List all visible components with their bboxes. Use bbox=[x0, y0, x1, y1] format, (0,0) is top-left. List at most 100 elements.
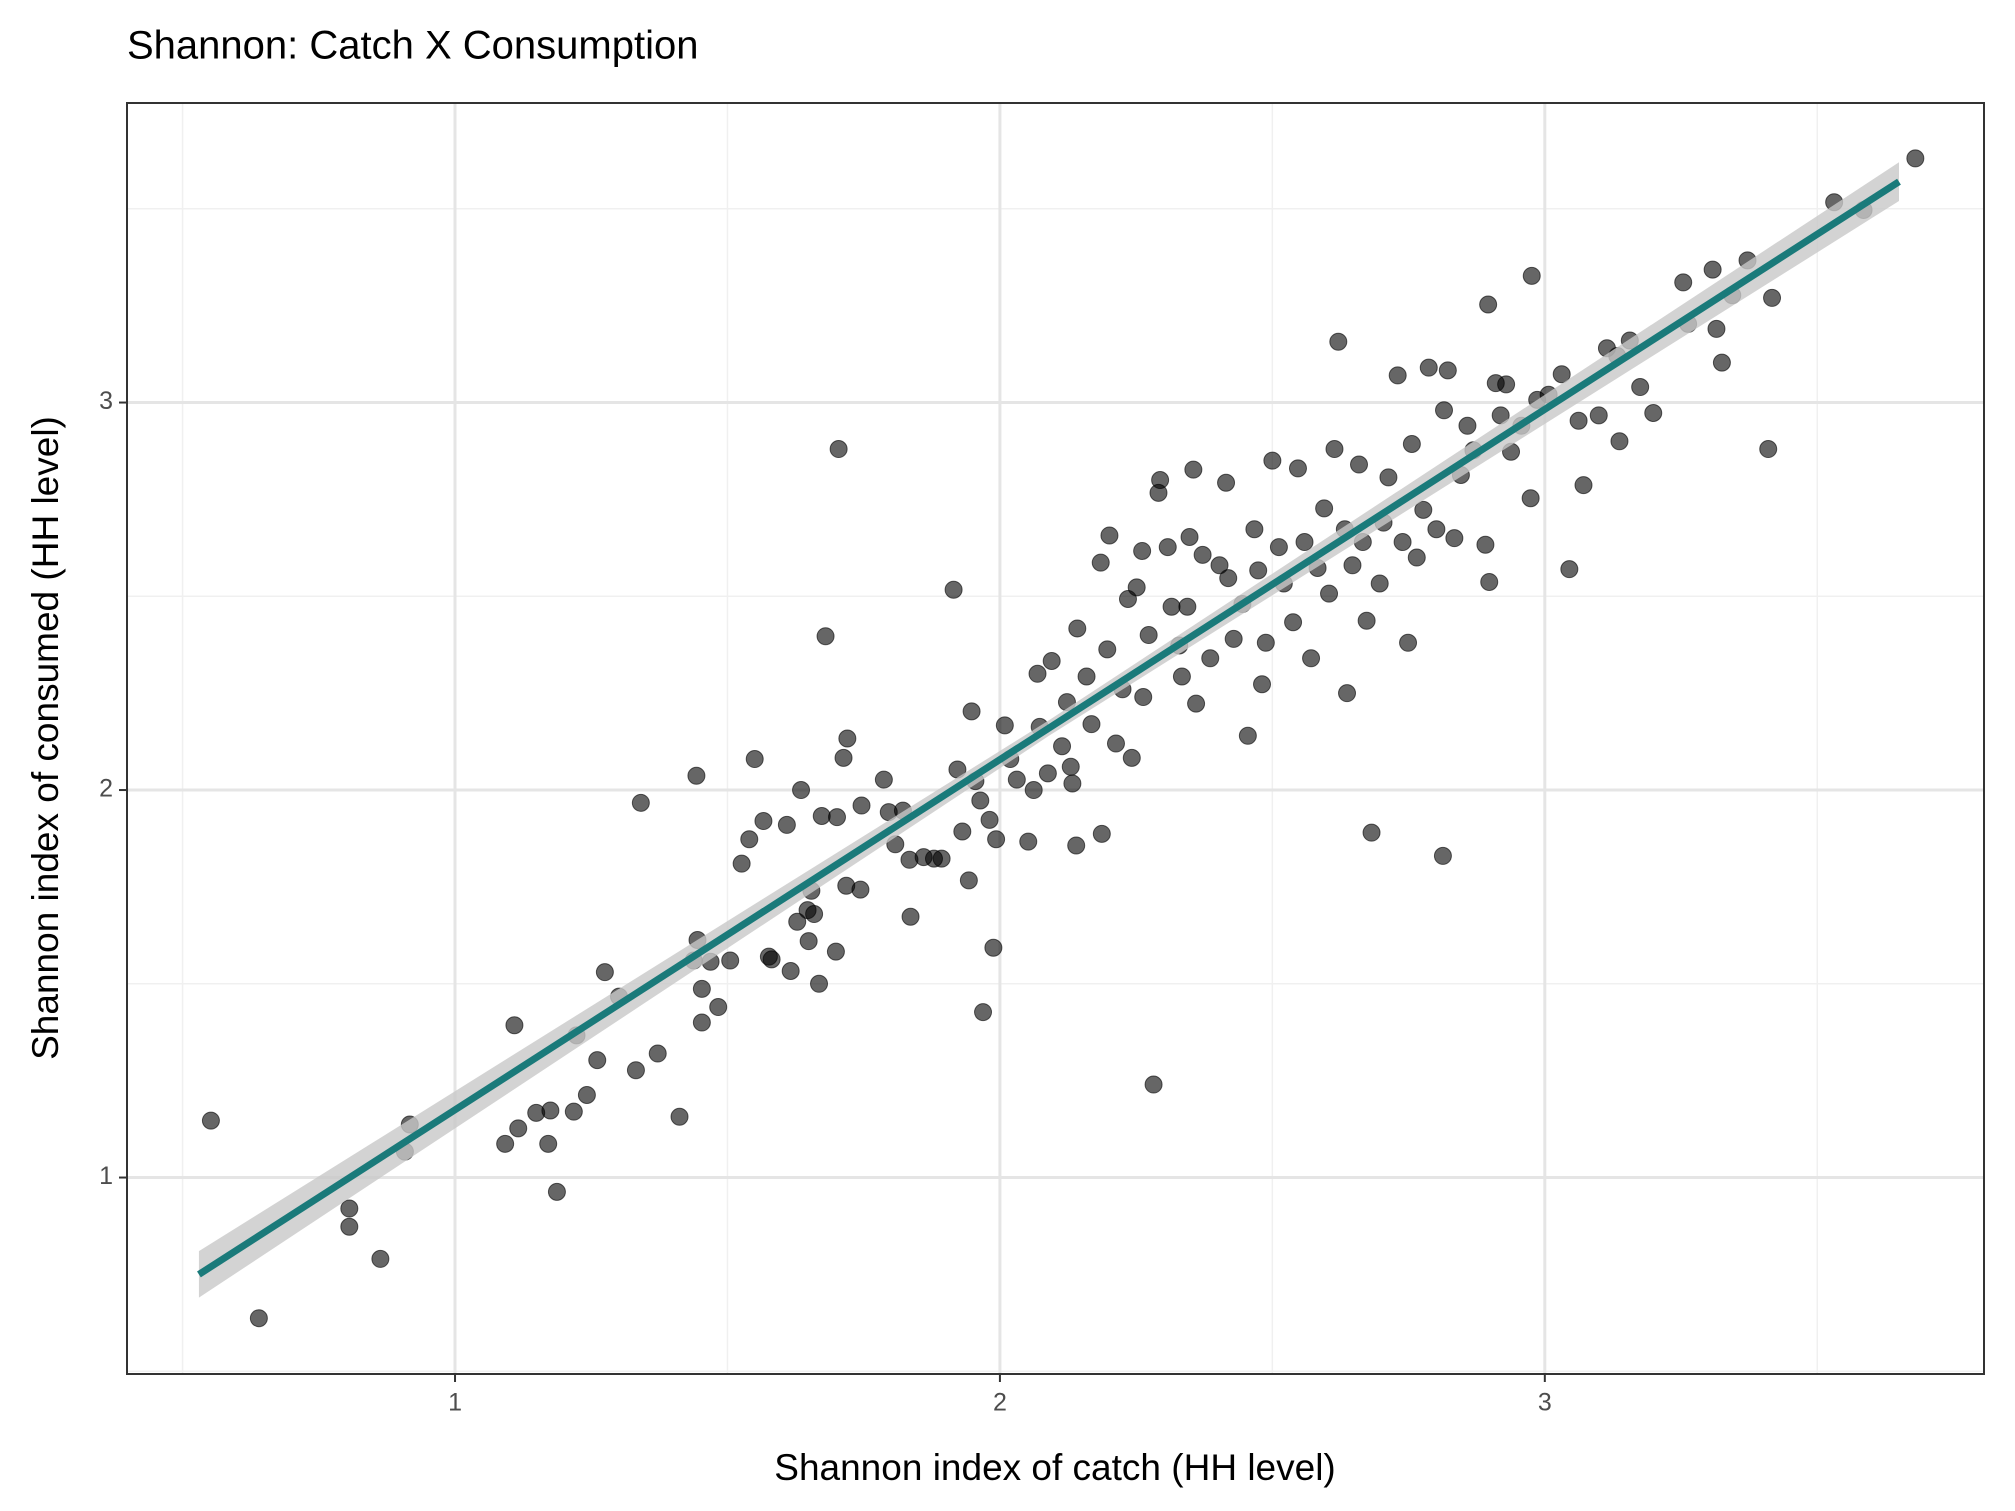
point bbox=[1370, 574, 1389, 593]
point bbox=[1759, 440, 1778, 459]
point bbox=[539, 1134, 558, 1153]
point bbox=[810, 974, 829, 993]
point bbox=[1201, 649, 1220, 668]
point bbox=[201, 1111, 220, 1130]
point bbox=[1763, 288, 1782, 307]
point bbox=[740, 830, 759, 849]
y-tick-label: 2 bbox=[99, 775, 113, 803]
x-tick-label: 1 bbox=[448, 1389, 462, 1417]
x-tick-label: 3 bbox=[1538, 1389, 1552, 1417]
point bbox=[709, 998, 728, 1017]
point bbox=[1414, 500, 1433, 519]
point bbox=[1315, 499, 1334, 518]
point bbox=[1180, 528, 1199, 546]
point bbox=[781, 962, 800, 980]
point bbox=[371, 1249, 390, 1268]
point bbox=[1343, 556, 1362, 575]
point bbox=[1712, 353, 1731, 372]
point bbox=[805, 905, 824, 924]
point bbox=[732, 854, 751, 873]
point bbox=[340, 1199, 359, 1218]
chart-title: Shannon: Catch X Consumption bbox=[127, 24, 698, 68]
point bbox=[1068, 619, 1087, 638]
point bbox=[788, 912, 807, 931]
point bbox=[1224, 629, 1243, 648]
point bbox=[829, 440, 848, 459]
point bbox=[1497, 375, 1516, 394]
point bbox=[249, 1309, 268, 1328]
point bbox=[1053, 737, 1072, 756]
point bbox=[1178, 597, 1197, 616]
point bbox=[827, 808, 846, 827]
point bbox=[777, 815, 796, 834]
point bbox=[838, 729, 857, 748]
point bbox=[980, 810, 999, 829]
point bbox=[1574, 476, 1593, 495]
point bbox=[851, 880, 870, 899]
point bbox=[953, 822, 972, 841]
point bbox=[1445, 529, 1464, 548]
point bbox=[1552, 365, 1571, 384]
point bbox=[1144, 1075, 1163, 1094]
point bbox=[687, 766, 706, 785]
point bbox=[1253, 675, 1272, 694]
point bbox=[1063, 774, 1082, 793]
point bbox=[631, 793, 650, 812]
point bbox=[1707, 319, 1726, 338]
point bbox=[1589, 406, 1608, 425]
point bbox=[1038, 764, 1057, 783]
point bbox=[564, 1102, 583, 1121]
point bbox=[509, 1119, 528, 1138]
point bbox=[1479, 295, 1498, 314]
point bbox=[1433, 846, 1452, 865]
point bbox=[901, 907, 920, 926]
y-axis-title: Shannon index of consumed (HH level) bbox=[25, 416, 66, 1060]
point bbox=[932, 849, 951, 868]
y-tick-label: 3 bbox=[99, 387, 113, 415]
point bbox=[1480, 572, 1499, 591]
point bbox=[1560, 560, 1579, 579]
point bbox=[1134, 688, 1153, 707]
point bbox=[1256, 633, 1275, 652]
point bbox=[1133, 541, 1152, 560]
point bbox=[874, 770, 893, 789]
point bbox=[670, 1107, 689, 1126]
point bbox=[1674, 273, 1693, 292]
y-tick-label: 1 bbox=[99, 1162, 113, 1190]
point bbox=[1007, 770, 1026, 789]
point bbox=[1338, 684, 1357, 703]
point bbox=[1703, 260, 1722, 279]
point bbox=[1162, 597, 1181, 616]
point bbox=[1172, 667, 1191, 686]
point bbox=[1407, 548, 1426, 567]
point bbox=[1151, 471, 1170, 490]
point bbox=[852, 796, 871, 815]
point bbox=[1061, 757, 1080, 776]
point bbox=[1644, 404, 1663, 422]
point bbox=[1399, 633, 1418, 652]
point bbox=[1238, 726, 1257, 745]
point bbox=[995, 716, 1014, 735]
point bbox=[1024, 781, 1043, 800]
point bbox=[1295, 533, 1314, 552]
point bbox=[1320, 584, 1339, 603]
point bbox=[505, 1016, 524, 1035]
point bbox=[1127, 578, 1146, 597]
point bbox=[1419, 358, 1438, 377]
point bbox=[984, 938, 1003, 957]
point bbox=[1092, 824, 1111, 843]
point bbox=[1269, 538, 1288, 557]
point bbox=[1210, 556, 1229, 575]
point bbox=[754, 812, 773, 831]
point bbox=[1028, 664, 1047, 683]
point bbox=[799, 932, 818, 951]
point bbox=[1350, 455, 1369, 474]
point bbox=[1388, 366, 1407, 385]
point bbox=[1631, 378, 1650, 397]
point bbox=[1357, 611, 1376, 630]
point bbox=[1476, 535, 1495, 554]
point bbox=[1263, 451, 1282, 470]
point bbox=[792, 781, 811, 800]
point bbox=[974, 1003, 993, 1022]
